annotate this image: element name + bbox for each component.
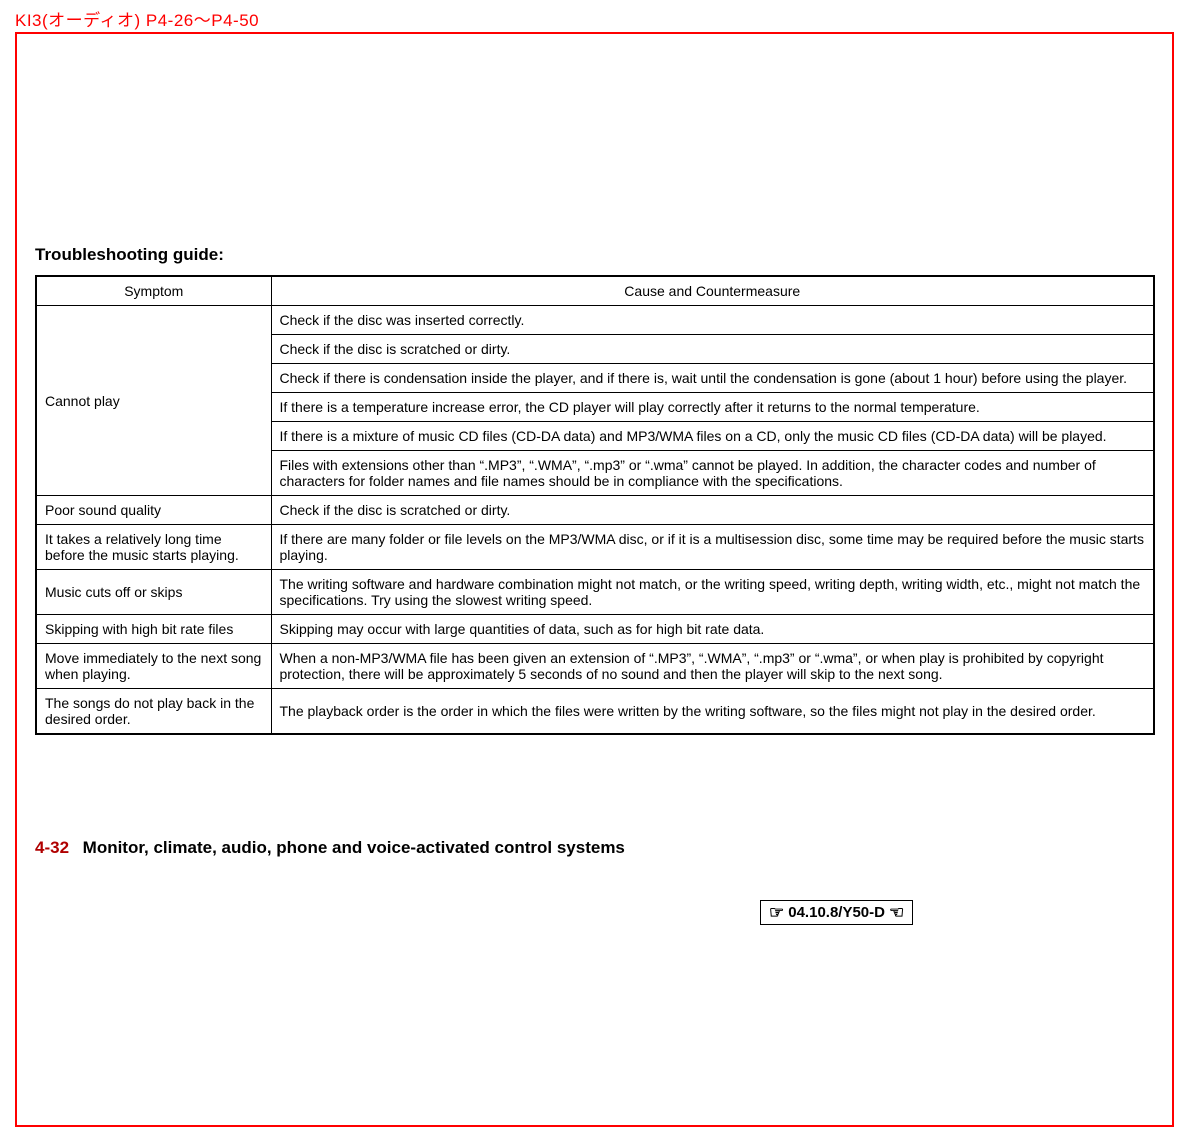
table-header-row: Symptom Cause and Countermeasure (36, 276, 1154, 306)
section-heading: Troubleshooting guide: (35, 245, 1155, 265)
symptom-cell: The songs do not play back in the desire… (36, 689, 271, 735)
cause-cell: Skipping may occur with large quantities… (271, 615, 1154, 644)
cause-cell: Check if the disc is scratched or dirty. (271, 496, 1154, 525)
table-row: Cannot playCheck if the disc was inserte… (36, 306, 1154, 335)
page-reference: KI3(オーディオ) P4-26～P4-50 (15, 6, 259, 31)
page-footer: 4-32 Monitor, climate, audio, phone and … (35, 838, 625, 858)
cause-cell: The playback order is the order in which… (271, 689, 1154, 735)
cause-cell: If there is a temperature increase error… (271, 393, 1154, 422)
symptom-cell: Skipping with high bit rate files (36, 615, 271, 644)
hand-left-icon: ☜ (889, 904, 904, 921)
page-number: 4-32 (35, 838, 74, 857)
cause-cell: If there is a mixture of music CD files … (271, 422, 1154, 451)
hand-right-icon: ☞ (769, 904, 784, 921)
page-number-value: 4-32 (35, 838, 69, 857)
table-row: Poor sound qualityCheck if the disc is s… (36, 496, 1154, 525)
cause-cell: Check if there is condensation inside th… (271, 364, 1154, 393)
cause-cell: Check if the disc was inserted correctly… (271, 306, 1154, 335)
table-row: Music cuts off or skipsThe writing softw… (36, 570, 1154, 615)
cause-cell: If there are many folder or file levels … (271, 525, 1154, 570)
symptom-cell: Cannot play (36, 306, 271, 496)
symptom-cell: Move immediately to the next song when p… (36, 644, 271, 689)
date-box: ☞ 04.10.8/Y50-D ☜ (760, 900, 913, 925)
table-row: Move immediately to the next song when p… (36, 644, 1154, 689)
date-box-text: 04.10.8/Y50-D (788, 904, 885, 921)
table-row: Skipping with high bit rate filesSkippin… (36, 615, 1154, 644)
cause-cell: Check if the disc is scratched or dirty. (271, 335, 1154, 364)
cause-cell: When a non-MP3/WMA file has been given a… (271, 644, 1154, 689)
symptom-cell: It takes a relatively long time before t… (36, 525, 271, 570)
cause-cell: The writing software and hardware combin… (271, 570, 1154, 615)
troubleshooting-table: Symptom Cause and Countermeasure Cannot … (35, 275, 1155, 735)
header-cause: Cause and Countermeasure (271, 276, 1154, 306)
table-row: It takes a relatively long time before t… (36, 525, 1154, 570)
footer-title: Monitor, climate, audio, phone and voice… (83, 838, 625, 857)
content-area: Troubleshooting guide: Symptom Cause and… (35, 245, 1155, 735)
cause-cell: Files with extensions other than “.MP3”,… (271, 451, 1154, 496)
table-row: The songs do not play back in the desire… (36, 689, 1154, 735)
symptom-cell: Music cuts off or skips (36, 570, 271, 615)
header-symptom: Symptom (36, 276, 271, 306)
symptom-cell: Poor sound quality (36, 496, 271, 525)
